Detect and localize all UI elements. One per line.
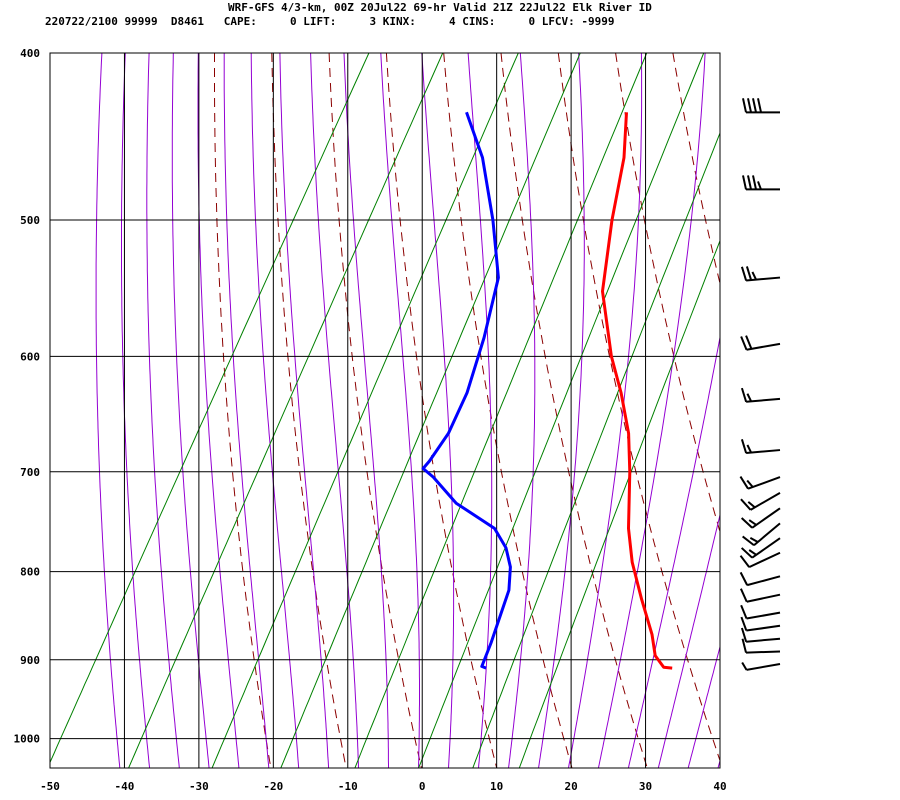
moist-adiabat-line bbox=[567, 53, 643, 768]
y-tick-label: 700 bbox=[20, 466, 40, 479]
wind-barb bbox=[740, 537, 781, 559]
moist-adiabat-line bbox=[250, 53, 300, 768]
moist-adiabat-line bbox=[507, 53, 536, 768]
dry-adiabat-line bbox=[615, 53, 720, 534]
y-tick-label: 900 bbox=[20, 654, 40, 667]
mixing-ratio-line bbox=[518, 239, 720, 768]
wind-barb bbox=[739, 588, 781, 603]
moist-adiabat-line bbox=[310, 53, 360, 768]
background-lines bbox=[50, 53, 900, 768]
wind-barb bbox=[742, 98, 780, 114]
moist-adiabat-line bbox=[146, 53, 180, 768]
wind-barb bbox=[740, 627, 781, 643]
mixing-ratio-line bbox=[211, 53, 519, 768]
x-tick-label: 10 bbox=[490, 780, 503, 793]
mixing-ratio-line bbox=[354, 53, 648, 768]
moist-adiabat-line bbox=[657, 512, 720, 768]
x-tick-label: -40 bbox=[115, 780, 135, 793]
wind-barb bbox=[742, 522, 781, 547]
chart-title: WRF-GFS 4/3-km, 00Z 20Jul22 69-hr Valid … bbox=[228, 1, 652, 14]
wind-barb bbox=[740, 616, 781, 632]
wind-barb bbox=[740, 507, 781, 529]
y-tick-label: 800 bbox=[20, 566, 40, 579]
wind-barb bbox=[739, 476, 781, 490]
chart-subtitle: 220722/2100 99999 D8461 CAPE: 0 LIFT: 3 … bbox=[45, 15, 615, 28]
x-tick-label: -10 bbox=[338, 780, 358, 793]
y-tick-label: 400 bbox=[20, 47, 40, 60]
moist-adiabat-line bbox=[537, 53, 585, 768]
moist-adiabat-line bbox=[197, 53, 240, 768]
x-tick-label: 30 bbox=[639, 780, 652, 793]
tick-labels: -50 -40 -30 -20 -10 0 10 20 30 40 400 500 600 700 800 9… bbox=[14, 47, 727, 793]
moist-adiabat-line bbox=[687, 644, 720, 768]
moist-adiabat-line bbox=[597, 53, 706, 768]
sounding-profiles bbox=[421, 111, 673, 670]
wind-barb bbox=[740, 266, 781, 282]
wind-barb bbox=[741, 661, 781, 671]
moist-adiabat-line bbox=[95, 53, 121, 768]
wind-barb bbox=[742, 175, 780, 191]
moist-adiabat-line bbox=[279, 53, 330, 768]
y-tick-label: 500 bbox=[20, 214, 40, 227]
plot-frame bbox=[49, 52, 721, 769]
dry-adiabat-line bbox=[271, 53, 347, 768]
dry-adiabat-line bbox=[500, 53, 648, 768]
y-tick-label: 600 bbox=[20, 350, 40, 363]
dry-adiabat-line bbox=[385, 53, 498, 768]
moist-adiabat-line bbox=[343, 53, 389, 768]
wind-barb bbox=[740, 387, 781, 403]
x-tick-label: 0 bbox=[419, 780, 426, 793]
wind-barb bbox=[739, 551, 781, 569]
wind-barb bbox=[741, 638, 781, 654]
mixing-ratio-line bbox=[128, 53, 444, 768]
x-tick-label: -30 bbox=[189, 780, 209, 793]
dry-adiabat-line bbox=[328, 53, 422, 768]
mixing-ratio-line bbox=[50, 53, 370, 764]
moist-adiabat-line bbox=[121, 53, 151, 768]
x-tick-label: 20 bbox=[564, 780, 577, 793]
x-tick-label: -50 bbox=[40, 780, 60, 793]
dry-adiabat-line bbox=[557, 53, 720, 763]
dry-adiabat-line bbox=[730, 53, 900, 768]
wind-barb bbox=[740, 439, 781, 455]
dry-adiabat-line bbox=[672, 53, 720, 286]
moist-adiabat-line bbox=[223, 53, 270, 768]
x-tick-label: 40 bbox=[713, 780, 726, 793]
moist-adiabat-line bbox=[421, 53, 455, 768]
dry-adiabat-line bbox=[788, 53, 900, 768]
dry-adiabat-line bbox=[443, 53, 573, 768]
wind-barb bbox=[739, 571, 781, 587]
wind-barbs bbox=[739, 98, 781, 671]
y-tick-label: 1000 bbox=[14, 733, 41, 746]
wind-barb bbox=[740, 491, 781, 511]
x-tick-label: -20 bbox=[263, 780, 283, 793]
dry-adiabat-line bbox=[214, 53, 272, 768]
mixing-ratio-line bbox=[472, 131, 720, 768]
moist-adiabat-line bbox=[467, 53, 493, 768]
temperature-profile bbox=[601, 112, 673, 670]
mixing-ratio-line bbox=[418, 53, 705, 768]
grid bbox=[49, 52, 721, 768]
wind-barb bbox=[740, 604, 781, 620]
wind-barb bbox=[740, 335, 781, 351]
dry-adiabat-line bbox=[845, 53, 900, 768]
moist-adiabat-line bbox=[171, 53, 210, 768]
moist-adiabat-line bbox=[380, 53, 420, 768]
mixing-ratio-line bbox=[280, 53, 581, 768]
dewpoint-profile bbox=[421, 111, 512, 670]
